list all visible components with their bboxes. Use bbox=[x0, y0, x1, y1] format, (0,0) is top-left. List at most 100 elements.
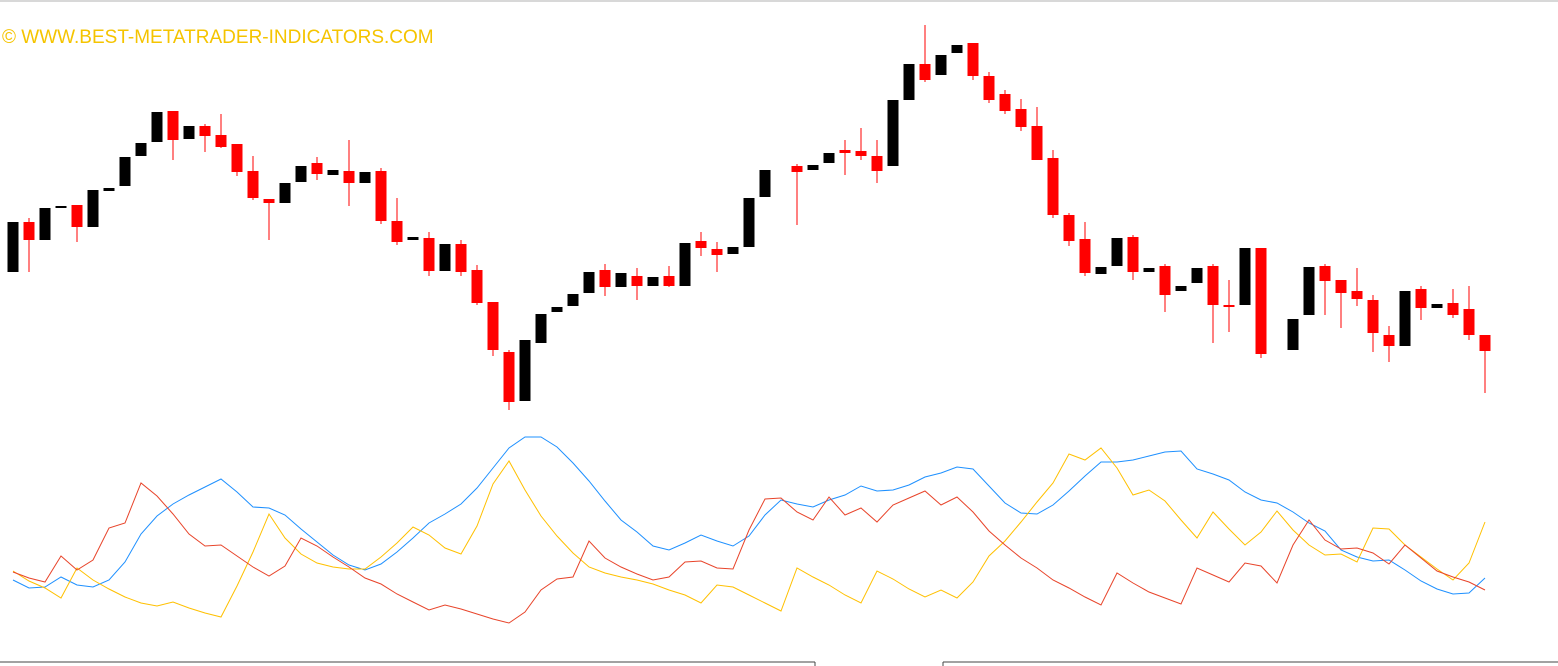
candle-body bbox=[791, 166, 803, 172]
candle-body bbox=[263, 199, 275, 203]
candle-body bbox=[87, 190, 99, 227]
candle-body bbox=[231, 144, 243, 172]
candle-body bbox=[103, 188, 115, 191]
candle-body bbox=[919, 64, 931, 80]
candle-body bbox=[983, 76, 995, 100]
candle-body bbox=[727, 247, 739, 254]
candle-body bbox=[471, 270, 483, 303]
candle-body bbox=[583, 272, 595, 293]
candle-body bbox=[487, 302, 499, 350]
candle-body bbox=[1207, 266, 1219, 305]
candle-body bbox=[711, 249, 723, 255]
candle-body bbox=[343, 171, 355, 183]
candle-body bbox=[679, 243, 691, 286]
candle-body bbox=[1319, 266, 1331, 281]
candle-body bbox=[1031, 126, 1043, 160]
candle-body bbox=[695, 241, 707, 248]
candle-body bbox=[455, 244, 467, 272]
candle-body bbox=[359, 172, 371, 183]
candle-body bbox=[1047, 158, 1059, 215]
candle-body bbox=[23, 222, 35, 240]
candle-body bbox=[1191, 268, 1203, 283]
plot-area bbox=[7, 25, 1491, 624]
candle-body bbox=[1079, 239, 1091, 273]
candle-body bbox=[391, 221, 403, 242]
candle-body bbox=[183, 126, 195, 139]
candle-body bbox=[1239, 248, 1251, 305]
candle-body bbox=[55, 206, 67, 208]
candle-body bbox=[1095, 267, 1107, 274]
candle-body bbox=[551, 307, 563, 312]
candle-body bbox=[1015, 109, 1027, 127]
candle-body bbox=[839, 150, 851, 153]
candle-body bbox=[647, 277, 659, 286]
candle-body bbox=[39, 208, 51, 240]
candle-body bbox=[615, 273, 627, 287]
candle-body bbox=[807, 165, 819, 170]
candle-body bbox=[1223, 305, 1235, 307]
candle-body bbox=[1287, 319, 1299, 350]
candle-body bbox=[1367, 300, 1379, 333]
candle-body bbox=[1303, 267, 1315, 315]
candle-body bbox=[503, 352, 515, 402]
candle-body bbox=[1479, 335, 1491, 351]
candle-body bbox=[1175, 286, 1187, 291]
candle-body bbox=[759, 170, 771, 197]
candle-body bbox=[1159, 266, 1171, 295]
candle-body bbox=[823, 153, 835, 163]
indicator-line bbox=[12, 447, 1486, 618]
indicator-line bbox=[12, 436, 1486, 595]
candle-body bbox=[119, 157, 131, 186]
candle-body bbox=[1463, 309, 1475, 335]
candle-body bbox=[311, 163, 323, 174]
candle-body bbox=[407, 237, 419, 240]
candle-body bbox=[871, 156, 883, 171]
indicator-line bbox=[12, 482, 1486, 624]
tab-strip bbox=[0, 661, 1558, 666]
candle-body bbox=[423, 238, 435, 271]
candle-body bbox=[951, 45, 963, 53]
candle-body bbox=[279, 183, 291, 203]
candle-body bbox=[1447, 303, 1459, 315]
candle-body bbox=[519, 340, 531, 401]
candle-body bbox=[1415, 289, 1427, 308]
candle-body bbox=[567, 294, 579, 306]
candle-body bbox=[327, 170, 339, 175]
candle-body bbox=[1351, 291, 1363, 299]
candle-body bbox=[1335, 280, 1347, 293]
candle-body bbox=[135, 143, 147, 156]
candle-body bbox=[1255, 248, 1267, 354]
candle-body bbox=[967, 43, 979, 76]
candle-body bbox=[1063, 215, 1075, 241]
candle-body bbox=[71, 205, 83, 227]
candle-body bbox=[151, 112, 163, 142]
candle-body bbox=[439, 244, 451, 271]
candle-body bbox=[375, 171, 387, 221]
candle-body bbox=[855, 151, 867, 156]
candle-body bbox=[1383, 335, 1395, 346]
watermark: © WWW.BEST-METATRADER-INDICATORS.COM bbox=[2, 27, 434, 48]
candle-body bbox=[215, 135, 227, 147]
candle-body bbox=[999, 94, 1011, 111]
candle-body bbox=[1111, 238, 1123, 266]
candle-body bbox=[7, 222, 19, 272]
candle-body bbox=[295, 166, 307, 182]
candle-body bbox=[199, 126, 211, 136]
candle-body bbox=[1143, 268, 1155, 272]
candle-body bbox=[887, 100, 899, 166]
candle-body bbox=[743, 198, 755, 247]
candle-body bbox=[1127, 237, 1139, 272]
candle-body bbox=[1431, 304, 1443, 308]
candle-body bbox=[535, 314, 547, 343]
candle-body bbox=[599, 270, 611, 287]
candle-body bbox=[935, 55, 947, 75]
candle-body bbox=[903, 64, 915, 100]
candle-body bbox=[663, 276, 675, 286]
candle-body bbox=[631, 276, 643, 286]
candle-body bbox=[167, 111, 179, 140]
candle-body bbox=[247, 171, 259, 198]
candle-body bbox=[1399, 291, 1411, 346]
